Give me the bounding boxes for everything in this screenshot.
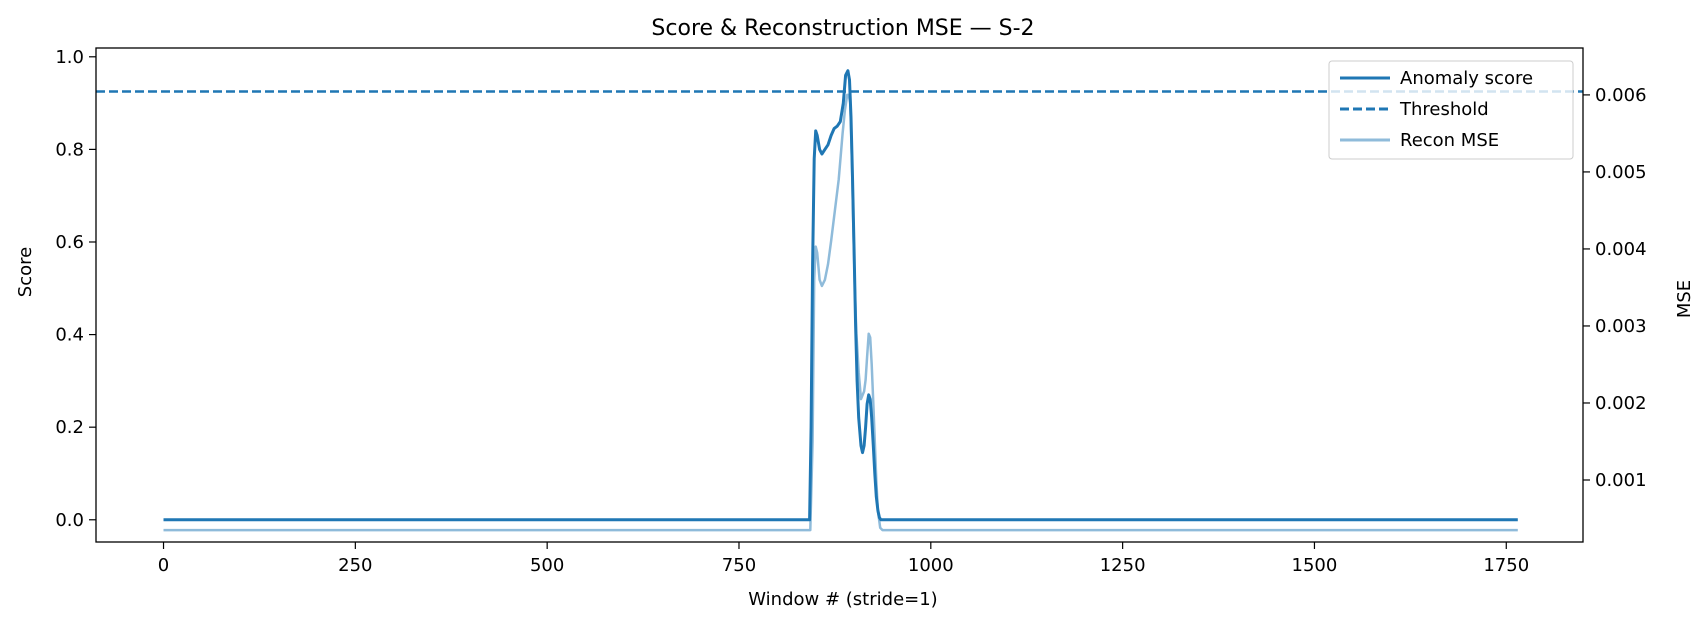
legend-label: Anomaly score [1400, 68, 1533, 89]
y-tick-label: 0.6 [55, 232, 84, 253]
series-layer [163, 69, 1518, 532]
legend-label: Recon MSE [1400, 130, 1499, 151]
y2-axis-label: MSE [1674, 280, 1695, 318]
x-tick-label: 0 [158, 555, 169, 576]
y-tick-label: 0.4 [55, 325, 84, 346]
y2-tick-label: 0.002 [1595, 393, 1647, 414]
x-tick-label: 1250 [1100, 555, 1146, 576]
x-tick-label: 750 [722, 555, 756, 576]
x-tick-label: 500 [530, 555, 564, 576]
x-tick-label: 1000 [908, 555, 954, 576]
plot-area [95, 47, 1584, 543]
x-tick-label: 1750 [1483, 555, 1529, 576]
legend: Anomaly score Threshold Recon MSE [1328, 60, 1574, 160]
x-tick-label: 1500 [1292, 555, 1338, 576]
chart-title: Score & Reconstruction MSE — S-2 [651, 16, 1034, 41]
y-tick-label: 0.8 [55, 139, 84, 160]
y-tick-label: 0.2 [55, 417, 84, 438]
x-axis-label: Window # (stride=1) [748, 589, 937, 610]
axes-frame [95, 47, 1584, 543]
x-axis-ticks: 0 250 500 750 1000 1250 1500 1750 [158, 542, 1529, 576]
y-tick-label: 1.0 [55, 47, 84, 68]
legend-box [1328, 60, 1574, 160]
series-line-anomaly-score [163, 69, 1518, 522]
y-axis-ticks: 0.0 0.2 0.4 0.6 0.8 1.0 [55, 47, 96, 531]
legend-label: Threshold [1399, 99, 1489, 120]
series-line-recon-mse [163, 93, 1518, 532]
y2-tick-label: 0.004 [1595, 239, 1647, 260]
legend-items: Anomaly score Threshold Recon MSE [1340, 68, 1533, 151]
y-tick-label: 0.0 [55, 510, 84, 531]
x-tick-label: 250 [338, 555, 372, 576]
y2-axis-ticks: 0.001 0.002 0.003 0.004 0.005 0.006 [1583, 85, 1647, 491]
y2-tick-label: 0.001 [1595, 470, 1647, 491]
y2-tick-label: 0.006 [1595, 85, 1647, 106]
y2-tick-label: 0.003 [1595, 316, 1647, 337]
y-axis-label: Score [15, 247, 36, 297]
y2-tick-label: 0.005 [1595, 162, 1647, 183]
